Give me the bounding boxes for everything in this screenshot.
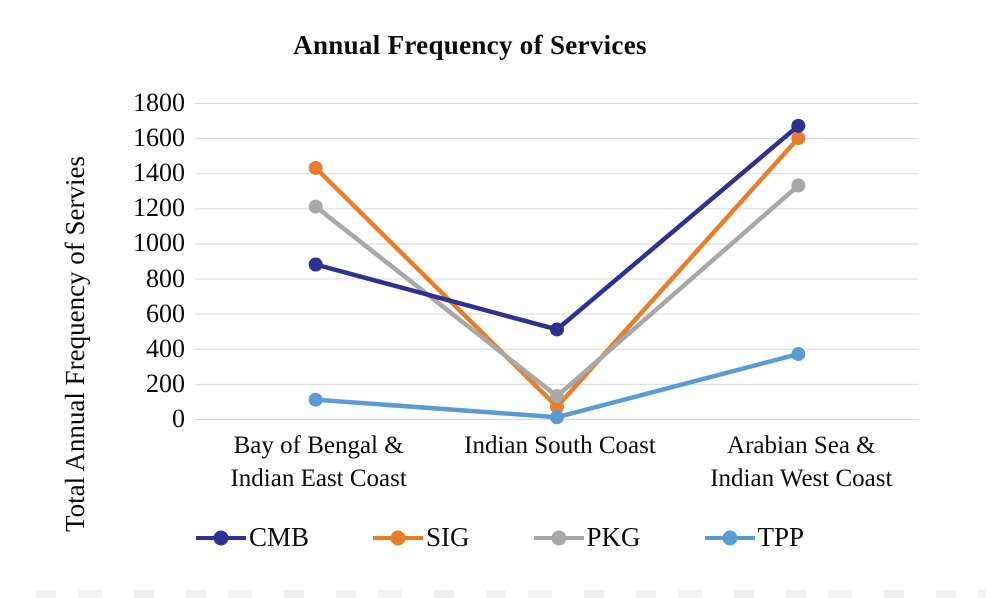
data-point-PKG	[791, 178, 806, 193]
legend-dot	[551, 530, 566, 545]
legend-label: SIG	[425, 522, 470, 552]
y-tick-label: 1600	[133, 123, 185, 153]
data-point-SIG	[550, 399, 564, 414]
chart-legend: CMB SIG PKG TPP	[0, 522, 1000, 553]
data-point-PKG	[550, 389, 564, 404]
legend-item-PKG: PKG	[533, 522, 641, 553]
legend-label: TPP	[757, 522, 805, 552]
data-point-CMB	[791, 118, 806, 133]
data-point-SIG	[791, 131, 806, 146]
legend-marker-icon	[533, 530, 584, 545]
data-point-TPP	[550, 410, 564, 425]
data-point-CMB	[550, 322, 564, 337]
cut-off-text-fragment	[36, 590, 986, 598]
legend-item-SIG: SIG	[372, 522, 470, 553]
y-tick-label: 400	[146, 333, 185, 363]
legend-item-TPP: TPP	[704, 522, 805, 553]
y-tick-label: 1200	[133, 193, 185, 223]
legend-marker-icon	[195, 530, 246, 545]
legend-dot	[722, 530, 738, 545]
data-point-SIG	[308, 160, 323, 175]
plot-area	[195, 103, 919, 425]
x-axis-label-line: Arabian Sea &	[727, 432, 876, 459]
y-tick-label: 1000	[133, 228, 185, 258]
series-line-SIG	[313, 135, 801, 410]
y-tick-label: 200	[146, 368, 185, 398]
data-point-TPP	[791, 347, 806, 362]
legend-dot	[213, 530, 229, 545]
y-tick-label: 1400	[133, 158, 185, 188]
series-line-CMB	[313, 123, 801, 332]
chart-title: Annual Frequency of Services	[293, 30, 647, 60]
y-tick-label: 600	[146, 298, 185, 328]
legend-marker-icon	[704, 530, 755, 545]
data-point-CMB	[308, 257, 323, 272]
x-axis-label: Bay of Bengal & Indian East Coast	[164, 429, 474, 495]
y-tick-label: 1800	[133, 88, 185, 117]
x-axis-label-line: Indian South Coast	[464, 432, 656, 459]
x-axis-label-line: Bay of Bengal &	[233, 432, 404, 459]
legend-label: CMB	[248, 522, 309, 552]
x-axis-label: Indian South Coast	[405, 429, 715, 462]
data-point-TPP	[308, 392, 323, 407]
legend-dot	[390, 530, 406, 545]
y-tick-label: 800	[146, 263, 185, 293]
x-axis-label-line: Indian West Coast	[710, 465, 893, 492]
legend-marker-icon	[372, 530, 423, 545]
y-tick-label: 0	[172, 404, 185, 433]
x-axis-label: Arabian Sea & Indian West Coast	[646, 429, 956, 495]
legend-item-CMB: CMB	[195, 522, 309, 553]
legend-label: PKG	[586, 522, 641, 552]
x-axis-label-line: Indian East Coast	[230, 465, 407, 492]
data-point-PKG	[308, 199, 323, 214]
